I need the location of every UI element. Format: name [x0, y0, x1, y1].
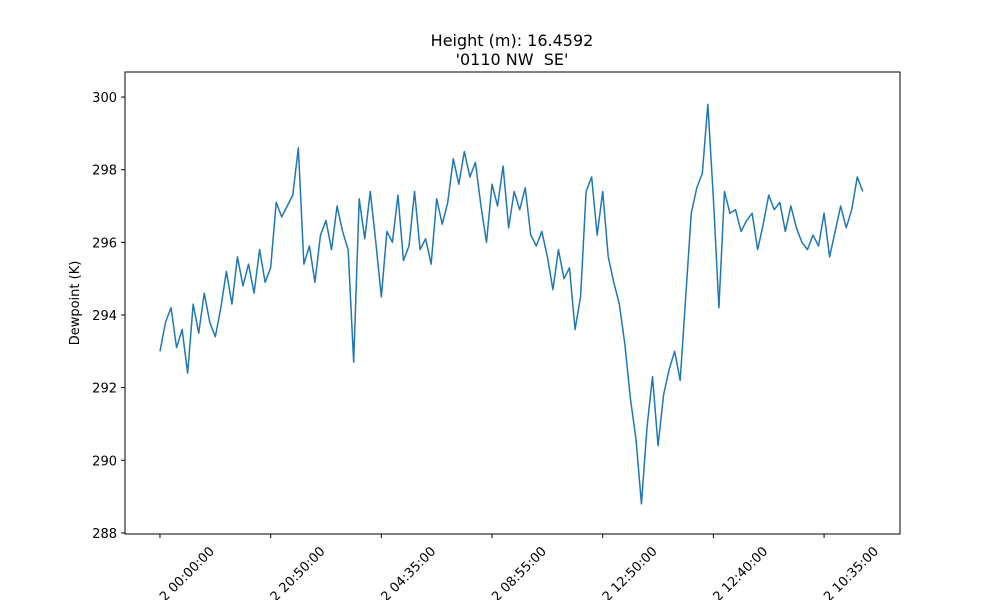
y-axis-label: Dewpoint (K) [68, 261, 83, 346]
y-tick-label: 300 [92, 91, 117, 106]
chart-title: Height (m): 16.4592 [431, 31, 594, 50]
x-tick-label: 2 12:50:00 [600, 544, 661, 600]
y-tick-label: 298 [92, 164, 117, 179]
data-line [159, 103, 864, 505]
x-tick-label: 2 08:55:00 [489, 544, 550, 600]
y-tick-label: 294 [92, 309, 117, 324]
x-tick-label: 2 00:00:00 [157, 544, 218, 600]
x-tick-label: 2 04:35:00 [379, 544, 440, 600]
y-tick-label: 290 [92, 454, 117, 469]
chart-subtitle: '0110 NW SE' [456, 50, 569, 69]
y-tick-label: 292 [92, 382, 117, 397]
plot-frame [124, 71, 901, 535]
y-tick-label: 288 [92, 527, 117, 542]
x-tick-label: 2 20:50:00 [268, 544, 329, 600]
x-tick-label: 2 12:40:00 [711, 544, 772, 600]
y-tick-label: 296 [92, 236, 117, 251]
x-tick-label: 2 10:35:00 [821, 544, 882, 600]
